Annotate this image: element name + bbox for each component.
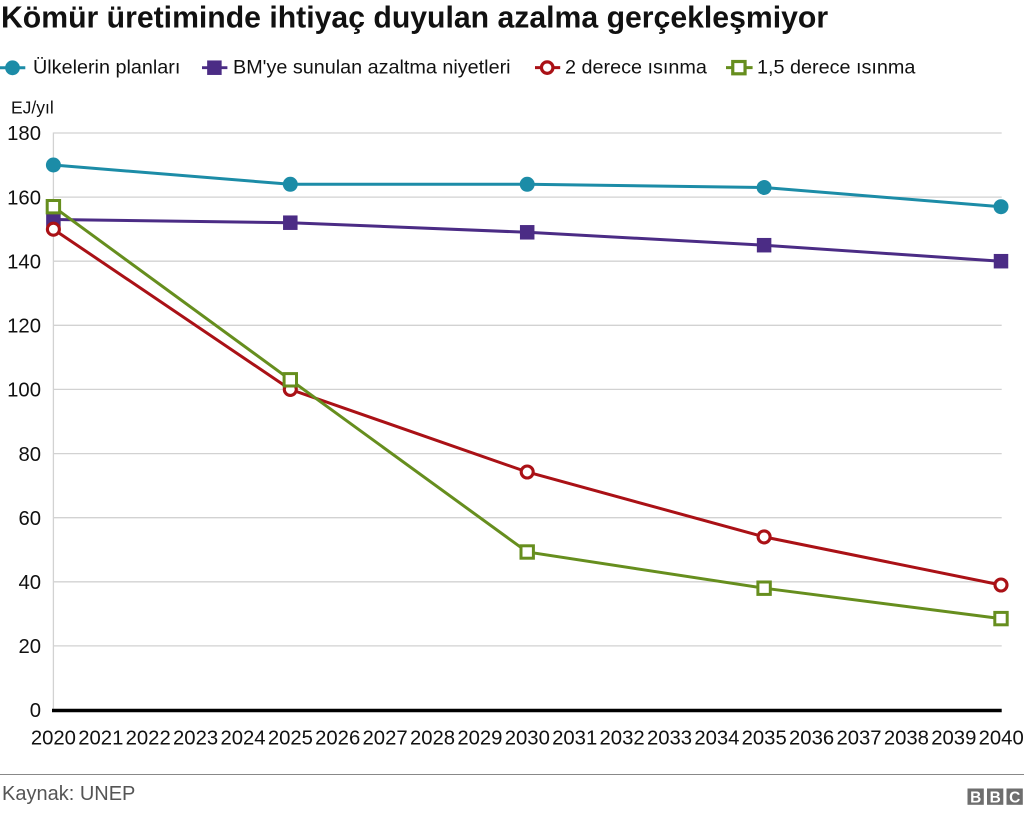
svg-text:2027: 2027 <box>363 728 408 750</box>
svg-text:2032: 2032 <box>600 728 645 750</box>
svg-text:2025: 2025 <box>268 728 313 750</box>
svg-text:Ülkelerin planları: Ülkelerin planları <box>33 57 180 79</box>
svg-text:2037: 2037 <box>836 728 881 750</box>
svg-text:80: 80 <box>18 444 41 466</box>
svg-text:B: B <box>990 790 1001 807</box>
svg-text:B: B <box>970 790 981 807</box>
svg-text:2022: 2022 <box>126 728 171 750</box>
svg-text:2 derece ısınma: 2 derece ısınma <box>565 57 707 79</box>
svg-text:160: 160 <box>7 187 41 209</box>
svg-text:60: 60 <box>18 508 41 530</box>
svg-text:2034: 2034 <box>694 728 739 750</box>
svg-text:2020: 2020 <box>31 728 76 750</box>
svg-text:20: 20 <box>18 636 41 658</box>
svg-text:2028: 2028 <box>410 728 455 750</box>
svg-text:2026: 2026 <box>315 728 360 750</box>
svg-text:40: 40 <box>18 572 41 594</box>
svg-text:2030: 2030 <box>505 728 550 750</box>
svg-text:100: 100 <box>7 380 41 402</box>
svg-text:EJ/yıl: EJ/yıl <box>11 98 54 118</box>
svg-text:2031: 2031 <box>552 728 597 750</box>
svg-text:2033: 2033 <box>647 728 692 750</box>
svg-text:0: 0 <box>30 700 41 722</box>
svg-text:2024: 2024 <box>220 728 265 750</box>
svg-text:BM'ye sunulan azaltma niyetler: BM'ye sunulan azaltma niyetleri <box>233 57 511 79</box>
svg-text:140: 140 <box>7 251 41 273</box>
svg-text:Kömür üretiminde ihtiyaç duyul: Kömür üretiminde ihtiyaç duyulan azalma … <box>1 2 828 35</box>
svg-text:2035: 2035 <box>742 728 787 750</box>
svg-text:C: C <box>1009 790 1020 807</box>
svg-text:120: 120 <box>7 316 41 338</box>
svg-text:2040: 2040 <box>979 728 1024 750</box>
svg-text:2029: 2029 <box>457 728 502 750</box>
svg-text:1,5 derece ısınma: 1,5 derece ısınma <box>757 57 915 79</box>
svg-text:180: 180 <box>7 123 41 145</box>
svg-text:Kaynak: UNEP: Kaynak: UNEP <box>2 783 135 805</box>
svg-text:2039: 2039 <box>931 728 976 750</box>
svg-text:2023: 2023 <box>173 728 218 750</box>
svg-text:2038: 2038 <box>884 728 929 750</box>
svg-text:2021: 2021 <box>78 728 123 750</box>
svg-text:2036: 2036 <box>789 728 834 750</box>
